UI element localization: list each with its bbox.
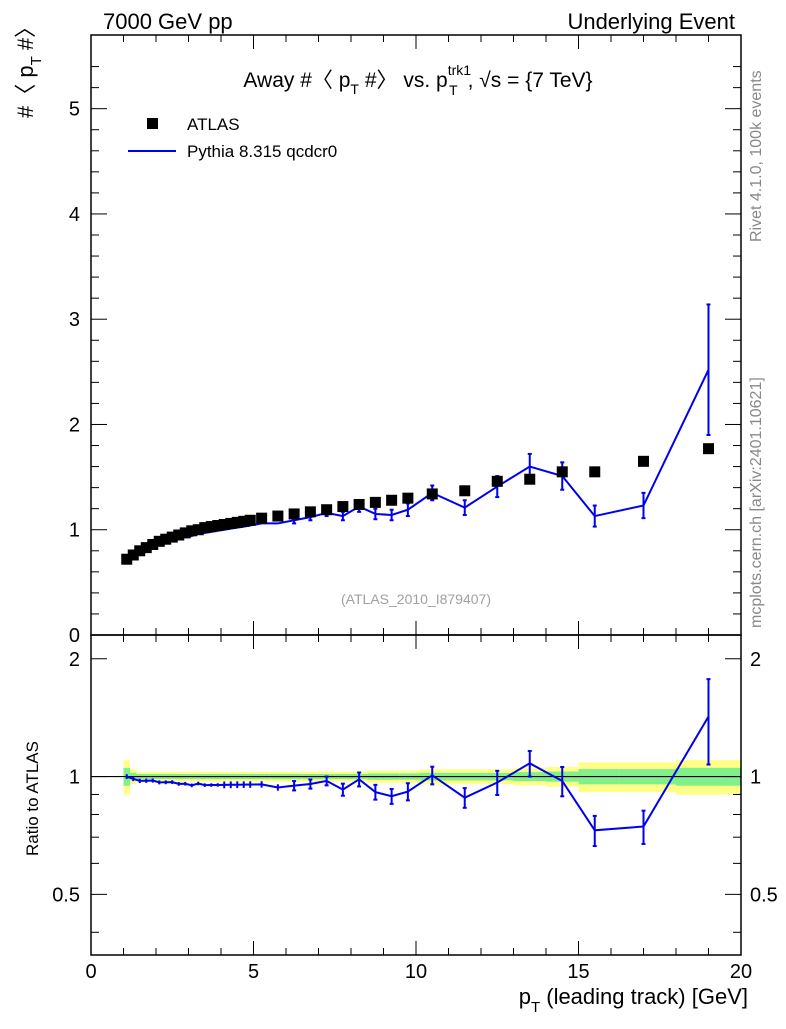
atlas-point [225, 517, 237, 529]
x-tick-label: 5 [248, 961, 259, 983]
ratio-panel: 0 5 10 15 20 0.5 0.5 1 1 2 2 [52, 634, 778, 983]
ratio-y-ticks: 0.5 0.5 1 1 2 2 [52, 649, 778, 933]
atlas-point [703, 443, 714, 455]
atlas-point [179, 527, 191, 539]
ratio-y-tick-label-right: 0.5 [750, 884, 778, 906]
ratio-y-tick-label: 1 [69, 767, 80, 789]
mcplots-info: mcplots.cern.ch [arXiv:2401.10621] [748, 377, 765, 628]
y-tick-label: 3 [69, 309, 80, 331]
y-axis-label-sub: T [28, 56, 45, 65]
atlas-point [524, 473, 536, 485]
plot-title: Away #〈 pT #〉 vs. ptrk1 T, √s = {7 TeV} [243, 62, 592, 98]
atlas-point [140, 542, 152, 554]
atlas-point [231, 516, 243, 528]
atlas-point [127, 549, 139, 561]
atlas-point [121, 553, 133, 565]
atlas-point [459, 485, 471, 497]
atlas-point [134, 545, 146, 557]
atlas-point [491, 475, 503, 487]
ratio-panel-frame [90, 634, 742, 956]
atlas-point [638, 455, 649, 467]
rivet-info: Rivet 4.1.0, 100k events [748, 70, 765, 242]
atlas-point [402, 492, 414, 504]
atlas-point [166, 531, 178, 543]
y-tick-label: 5 [69, 99, 80, 121]
atlas-point [589, 466, 601, 478]
atlas-point [192, 524, 204, 536]
atlas-point [153, 535, 165, 547]
atlas-point [186, 525, 198, 537]
atlas-point [288, 508, 300, 520]
x-axis-label-sub: T [531, 999, 540, 1016]
y-tick-label: 0 [69, 625, 80, 647]
ratio-y-axis-label: Ratio to ATLAS [23, 741, 42, 856]
y-axis-label-post: #〉 [13, 16, 38, 56]
atlas-point [173, 529, 185, 541]
main-x-ticks [90, 35, 742, 635]
y-tick-label: 1 [69, 520, 80, 542]
atlas-point [147, 538, 159, 550]
y-axis-label-pre: #〈 p [13, 65, 38, 118]
y-tick-label: 4 [69, 204, 80, 226]
plot-title-sub2: T [449, 82, 458, 98]
main-y-ticks: 0 1 2 3 4 5 [69, 66, 741, 647]
main-data-marks [121, 303, 714, 565]
x-axis-label-rest: (leading track) [GeV] [540, 984, 748, 1009]
ratio-x-ticks: 0 5 10 15 20 [85, 635, 752, 983]
atlas-point [304, 506, 316, 518]
plot-title-mid: #〉 vs. p [359, 69, 448, 92]
ratio-pythia-line [126, 716, 710, 832]
ratio-bands [91, 760, 741, 795]
atlas-point [321, 504, 333, 516]
atlas-point [205, 521, 217, 533]
plot-title-sup: trk1 [448, 62, 472, 78]
atlas-point [256, 512, 268, 524]
legend-atlas-label: ATLAS [187, 115, 240, 134]
x-tick-label: 0 [85, 961, 96, 983]
x-axis-label: pT (leading track) [GeV] [519, 984, 748, 1016]
x-tick-label: 20 [730, 961, 752, 983]
y-tick-label: 2 [69, 414, 80, 436]
atlas-point [337, 501, 349, 513]
ratio-data-marks [125, 678, 711, 848]
atlas-point [199, 522, 211, 534]
ratio-y-tick-label: 0.5 [52, 884, 80, 906]
atlas-point [353, 498, 365, 510]
atlas-point [369, 496, 381, 508]
atlas-point [386, 494, 398, 506]
atlas-point [160, 533, 172, 545]
ratio-y-tick-label-right: 2 [750, 649, 761, 671]
atlas-point [212, 520, 224, 532]
atlas-point [244, 514, 256, 526]
x-tick-label: 10 [405, 961, 427, 983]
atlas-point [426, 488, 438, 500]
atlas-point [272, 510, 284, 522]
atlas-point [238, 515, 250, 527]
atlas-point [556, 466, 568, 478]
plot-title-prefix: Away #〈 p [243, 69, 350, 92]
x-tick-label: 15 [567, 961, 589, 983]
plot-title-suffix: , √s = {7 TeV} [468, 69, 593, 92]
y-axis-label: #〈 pT #〉 [13, 16, 45, 118]
header-right: Underlying Event [567, 9, 735, 34]
x-axis-label-main: p [519, 984, 531, 1009]
plot-title-sub1: T [350, 81, 359, 97]
ratio-y-tick-label-right: 1 [750, 767, 761, 789]
legend-pythia-label: Pythia 8.315 qcdcr0 [187, 142, 337, 161]
legend: ATLAS Pythia 8.315 qcdcr0 [128, 115, 337, 161]
analysis-watermark: (ATLAS_2010_I879407) [341, 591, 491, 607]
header-left: 7000 GeV pp [103, 9, 233, 34]
legend-atlas-marker [147, 118, 158, 129]
ratio-y-tick-label: 2 [69, 649, 80, 671]
atlas-point [218, 518, 230, 530]
